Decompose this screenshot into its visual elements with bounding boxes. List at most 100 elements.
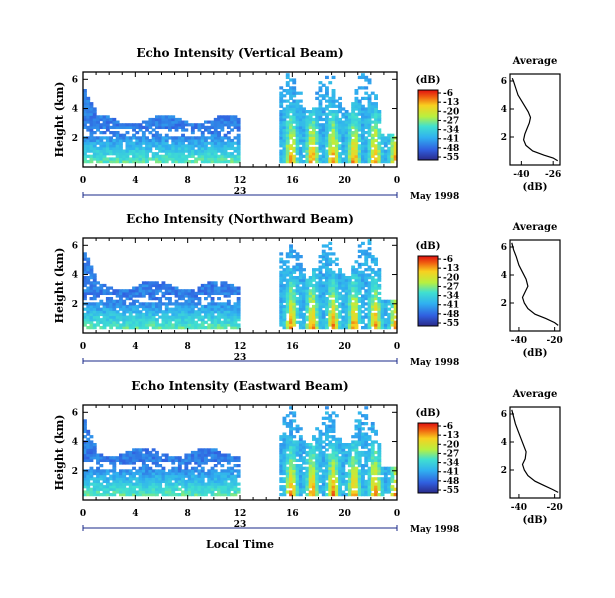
- heatmap-cell: [200, 307, 205, 311]
- heatmap-cell: [351, 443, 356, 447]
- heatmap-cell: [102, 312, 107, 317]
- heatmap-cell: [226, 115, 231, 119]
- heatmap-cell: [279, 104, 284, 108]
- heatmap-cell: [187, 141, 192, 145]
- heatmap-cell: [338, 456, 342, 460]
- heatmap-cell: [334, 294, 339, 298]
- heatmap-cell: [138, 318, 143, 322]
- heatmap-cell: [289, 464, 293, 468]
- heatmap-cell: [312, 131, 316, 135]
- heatmap-cell: [105, 307, 110, 311]
- heatmap-cell: [302, 281, 306, 285]
- heatmap-cell: [86, 456, 91, 460]
- heatmap-cell: [217, 146, 221, 151]
- heatmap-cell: [331, 458, 336, 463]
- heatmap-cell: [226, 458, 231, 463]
- heatmap-cell: [168, 471, 172, 476]
- heatmap-cell: [312, 136, 316, 140]
- heatmap-cell: [341, 273, 346, 277]
- heatmap-cell: [112, 160, 117, 164]
- heatmap-cell: [390, 493, 395, 497]
- heatmap-cell: [347, 312, 352, 317]
- heatmap-cell: [367, 458, 372, 463]
- heatmap-cell: [207, 471, 212, 476]
- heatmap-cell: [344, 471, 349, 476]
- heatmap-cell: [148, 477, 153, 481]
- heatmap-cell: [295, 490, 300, 494]
- heatmap-cell: [210, 141, 215, 145]
- heatmap-cell: [181, 479, 185, 484]
- heatmap-cell: [194, 320, 199, 324]
- heatmap-cell: [220, 453, 225, 457]
- heatmap-cell: [96, 456, 100, 460]
- heatmap-cell: [292, 471, 297, 476]
- heatmap-cell: [119, 144, 123, 148]
- heatmap-cell: [302, 160, 306, 164]
- heatmap-cell: [308, 149, 313, 153]
- heatmap-cell: [318, 270, 323, 274]
- heatmap-cell: [184, 310, 189, 314]
- heatmap-cell: [112, 315, 117, 319]
- heatmap-cell: [377, 157, 382, 161]
- heatmap-cell: [125, 154, 130, 158]
- heatmap-cell: [282, 152, 287, 156]
- heatmap-cell: [148, 125, 153, 130]
- heatmap-cell: [315, 110, 320, 114]
- heatmap-cell: [387, 299, 392, 303]
- heatmap-cell: [298, 123, 303, 127]
- heatmap-cell: [354, 469, 359, 473]
- heatmap-cell: [328, 120, 333, 124]
- colorbar-tick-label: -55: [443, 319, 459, 329]
- heatmap-cell: [377, 445, 382, 449]
- heatmap-cell: [364, 471, 369, 476]
- heatmap-cell: [200, 474, 205, 478]
- heatmap-cell: [367, 146, 372, 151]
- heatmap-cell: [298, 273, 303, 277]
- heatmap-cell: [200, 469, 205, 473]
- heatmap-cell: [302, 112, 306, 116]
- heatmap-cell: [177, 471, 182, 476]
- heatmap-cell: [325, 406, 329, 410]
- heatmap-cell: [295, 474, 300, 478]
- heatmap-cell: [279, 136, 284, 140]
- heatmap-cell: [200, 326, 205, 330]
- heatmap-cell: [200, 144, 205, 148]
- heatmap-cell: [230, 115, 235, 119]
- heatmap-cell: [351, 138, 356, 143]
- heatmap-cell: [236, 117, 241, 122]
- heatmap-cell: [354, 268, 359, 272]
- heatmap-cell: [321, 493, 326, 497]
- heatmap-cell: [328, 117, 333, 122]
- heatmap-cell: [148, 131, 153, 135]
- heatmap-cell: [302, 490, 306, 494]
- heatmap-cell: [99, 310, 104, 314]
- heatmap-cell: [102, 304, 107, 309]
- heatmap-cell: [367, 326, 372, 330]
- heatmap-cell: [325, 160, 329, 164]
- heatmap-cell: [184, 120, 189, 124]
- heatmap-cell: [210, 482, 215, 486]
- heatmap-cell: [86, 110, 91, 114]
- heatmap-cell: [168, 123, 172, 127]
- heatmap-cell: [200, 160, 205, 164]
- heatmap-cell: [292, 466, 297, 470]
- heatmap-cell: [115, 294, 120, 298]
- heatmap-cell: [331, 443, 336, 447]
- heatmap-cell: [347, 154, 352, 158]
- heatmap-cell: [321, 107, 326, 111]
- heatmap-cell: [223, 160, 228, 164]
- heatmap-cell: [105, 117, 110, 122]
- heatmap-cell: [213, 128, 218, 132]
- heatmap-cell: [387, 152, 392, 156]
- heatmap-cell: [357, 318, 362, 322]
- heatmap-cell: [86, 276, 91, 280]
- heatmap-cell: [122, 320, 127, 324]
- heatmap-cell: [171, 485, 176, 489]
- heatmap-cell: [92, 107, 97, 111]
- heatmap-cell: [393, 320, 398, 324]
- heatmap-cell: [187, 144, 192, 148]
- x-tick-label: 0: [394, 176, 400, 186]
- heatmap-cell: [312, 112, 316, 116]
- heatmap-cell: [86, 257, 91, 261]
- heatmap-cell: [115, 304, 120, 309]
